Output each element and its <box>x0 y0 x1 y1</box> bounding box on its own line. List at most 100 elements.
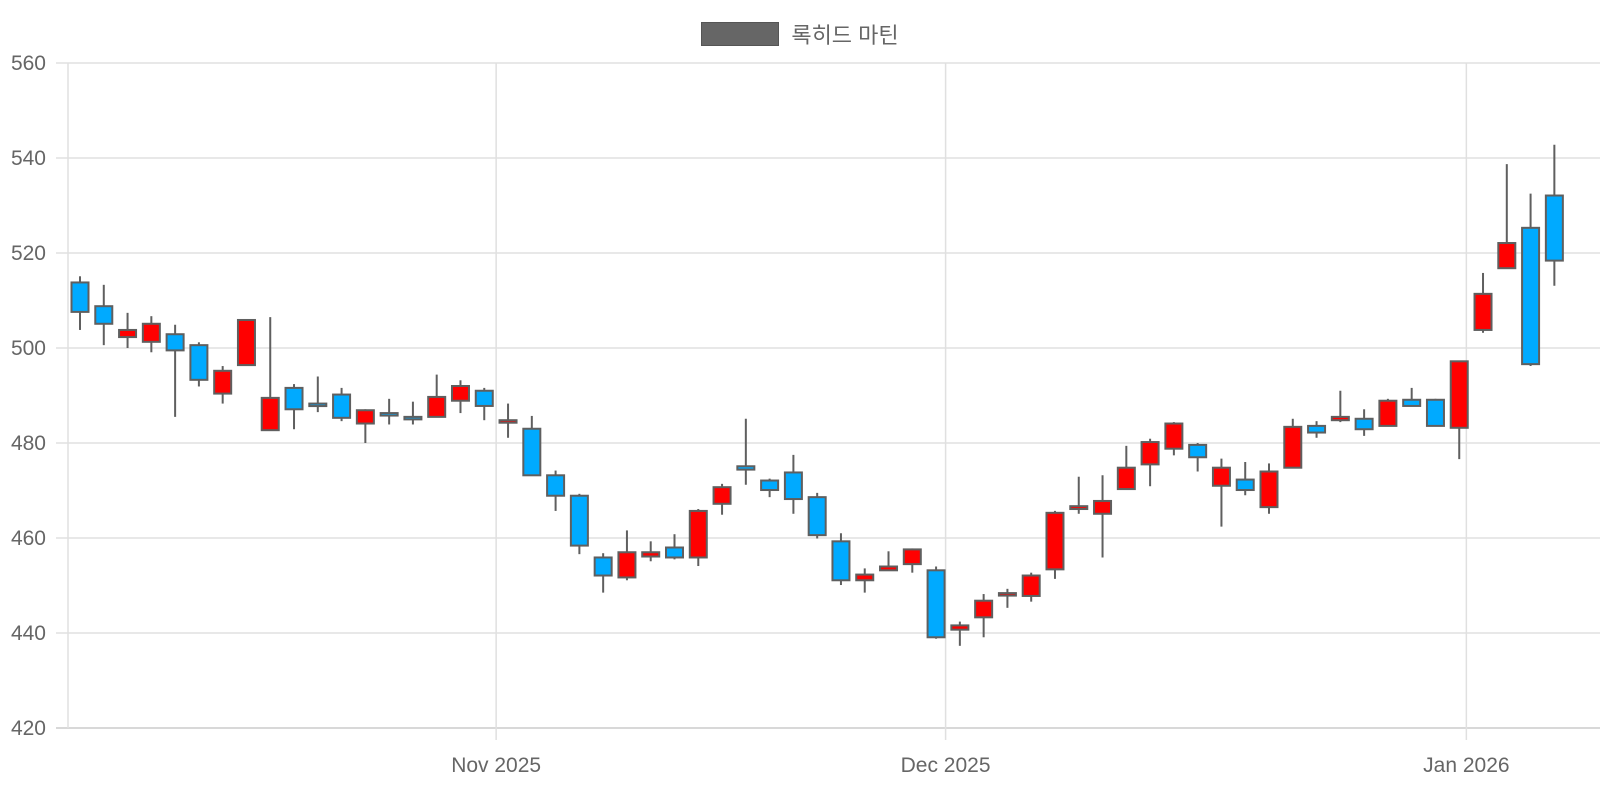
candle[interactable] <box>141 316 161 353</box>
candle[interactable] <box>498 403 518 438</box>
candle-body-up <box>498 419 518 424</box>
chart-legend: 록히드 마틴 <box>0 18 1600 50</box>
candle-body-down <box>284 386 304 411</box>
candle[interactable] <box>1473 272 1493 333</box>
candle[interactable] <box>379 398 399 425</box>
y-tick-label: 480 <box>11 432 46 455</box>
candle[interactable] <box>70 276 90 330</box>
candle[interactable] <box>355 409 375 443</box>
candle[interactable] <box>1259 463 1279 514</box>
candle[interactable] <box>1354 409 1374 436</box>
candle-body-up <box>997 592 1017 597</box>
candle[interactable] <box>902 548 922 573</box>
candle[interactable] <box>926 566 946 639</box>
candle-body-down <box>189 344 209 381</box>
candle[interactable] <box>950 621 970 646</box>
candle-body-up <box>1330 415 1350 422</box>
candle[interactable] <box>997 588 1017 608</box>
candle[interactable] <box>712 483 732 515</box>
candle[interactable] <box>807 492 827 539</box>
candle[interactable] <box>1116 445 1136 491</box>
candle-body-up <box>1164 422 1184 450</box>
candle-body-down <box>1354 417 1374 431</box>
candle-body-down <box>403 415 423 421</box>
candle[interactable] <box>427 374 447 418</box>
candle-body-up <box>1259 470 1279 509</box>
candle[interactable] <box>260 317 280 432</box>
candle-body-up <box>1093 499 1113 515</box>
candle[interactable] <box>1188 443 1208 472</box>
candle[interactable] <box>569 493 589 555</box>
candle[interactable] <box>1093 475 1113 558</box>
candle-body-up <box>1069 505 1089 511</box>
candle[interactable] <box>1497 164 1517 270</box>
candle[interactable] <box>1235 462 1255 496</box>
candle-body-up <box>450 385 470 402</box>
candle[interactable] <box>546 470 566 511</box>
candle[interactable] <box>450 380 470 414</box>
candle[interactable] <box>165 324 185 417</box>
candle[interactable] <box>783 454 803 514</box>
candle[interactable] <box>332 387 352 422</box>
candle[interactable] <box>308 376 328 413</box>
candle[interactable] <box>760 478 780 498</box>
candle-body-down <box>522 427 542 477</box>
candle[interactable] <box>236 318 256 367</box>
candle-body-up <box>1449 360 1469 429</box>
candle-body-up <box>1045 511 1065 571</box>
candle[interactable] <box>1307 421 1327 438</box>
candle-body-down <box>474 389 494 407</box>
candle-body-down <box>332 393 352 419</box>
candle-body-down <box>1188 443 1208 459</box>
candle[interactable] <box>688 509 708 567</box>
y-tick-label: 540 <box>11 147 46 170</box>
candle[interactable] <box>118 312 138 348</box>
candle[interactable] <box>665 534 684 560</box>
candle-body-down <box>665 546 684 559</box>
candle-body-down <box>831 540 851 582</box>
candle[interactable] <box>855 568 875 593</box>
candle-body-down <box>807 496 827 537</box>
candle[interactable] <box>1283 418 1303 469</box>
candle[interactable] <box>1021 572 1041 602</box>
candle[interactable] <box>474 387 494 421</box>
candle[interactable] <box>641 541 661 562</box>
candle[interactable] <box>831 533 851 586</box>
candle[interactable] <box>593 553 613 593</box>
candle[interactable] <box>1449 360 1469 460</box>
candle[interactable] <box>284 384 304 430</box>
candle[interactable] <box>974 594 994 638</box>
candle-body-up <box>950 624 970 631</box>
legend-swatch[interactable] <box>701 22 780 46</box>
candle-body-up <box>712 486 732 505</box>
candle-body-up <box>1473 292 1493 331</box>
candle-body-down <box>546 474 566 497</box>
candle[interactable] <box>213 366 233 404</box>
candle-body-down <box>926 569 946 639</box>
candle-body-down <box>379 412 399 417</box>
y-tick-label: 560 <box>11 52 46 75</box>
candle[interactable] <box>522 415 542 477</box>
x-tick-label: Jan 2026 <box>1423 754 1509 777</box>
candle[interactable] <box>736 418 756 485</box>
candle[interactable] <box>1330 390 1350 423</box>
candle[interactable] <box>1402 387 1422 407</box>
y-tick-label: 520 <box>11 242 46 265</box>
candle[interactable] <box>617 530 637 581</box>
candle[interactable] <box>1069 476 1089 514</box>
candle[interactable] <box>1211 458 1231 527</box>
candle[interactable] <box>1140 438 1160 487</box>
candle[interactable] <box>1544 144 1564 286</box>
candle[interactable] <box>1164 422 1184 456</box>
candle[interactable] <box>1521 193 1541 367</box>
candle[interactable] <box>94 284 114 346</box>
candle[interactable] <box>403 401 423 425</box>
candle[interactable] <box>879 551 899 572</box>
candle[interactable] <box>1045 510 1065 579</box>
candle[interactable] <box>1425 398 1445 427</box>
candle-body-down <box>1402 398 1422 407</box>
candle-body-down <box>70 281 90 313</box>
candle[interactable] <box>1378 398 1398 427</box>
candle[interactable] <box>189 342 209 387</box>
